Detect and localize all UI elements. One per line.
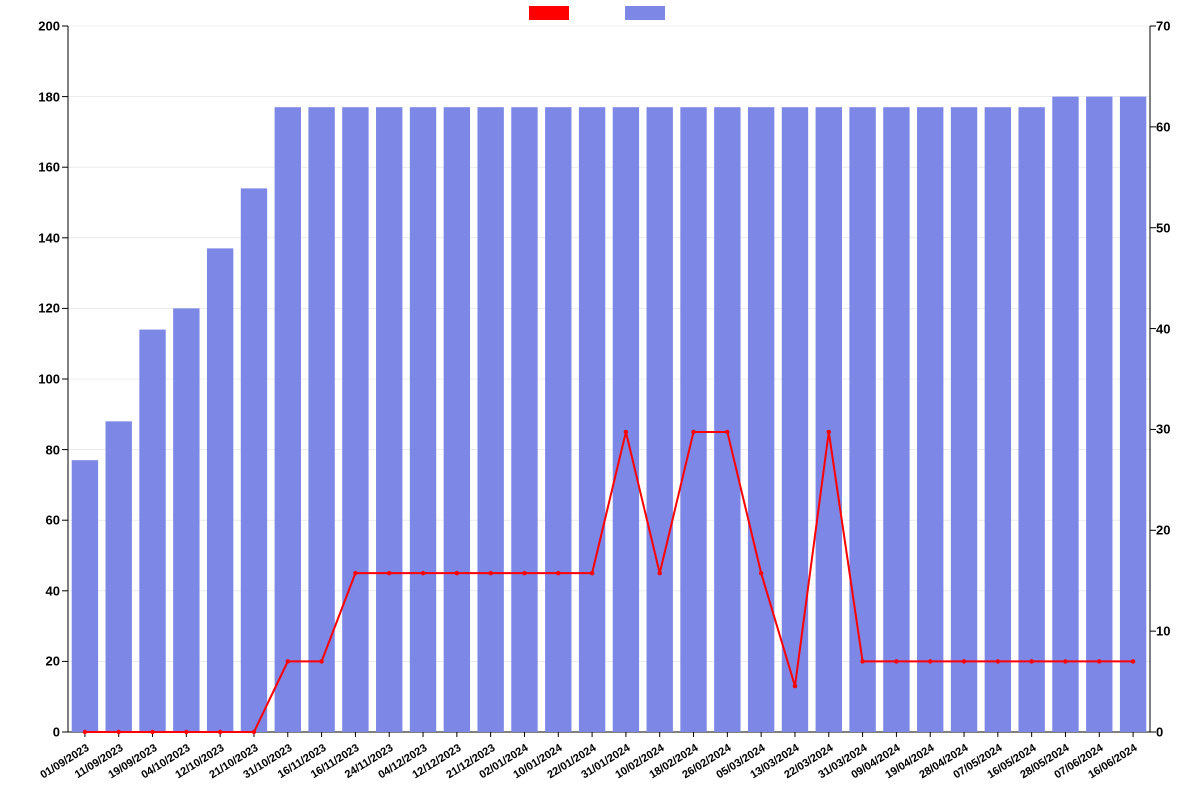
line-marker	[218, 730, 222, 734]
y-left-tick-label: 100	[30, 372, 60, 387]
y-right-tick-label: 0	[1156, 725, 1186, 740]
line-marker	[150, 730, 154, 734]
y-left-tick-label: 0	[30, 725, 60, 740]
x-axis-labels: 01/09/202311/09/202319/09/202304/10/2023…	[68, 736, 1150, 800]
bar	[782, 107, 808, 732]
bar	[72, 460, 98, 732]
line-marker	[421, 571, 425, 575]
bar	[917, 107, 943, 732]
bar	[985, 107, 1011, 732]
line-marker	[894, 659, 898, 663]
bar	[883, 107, 909, 732]
line-marker	[83, 730, 87, 734]
bar	[511, 107, 537, 732]
legend	[529, 6, 671, 20]
y-left-tick-label: 60	[30, 513, 60, 528]
line-marker	[759, 571, 763, 575]
line-marker	[996, 659, 1000, 663]
line-marker	[184, 730, 188, 734]
line-marker	[827, 430, 831, 434]
y-left-tick-label: 200	[30, 19, 60, 34]
bar	[241, 188, 267, 732]
bar	[1052, 97, 1078, 732]
legend-swatch-line	[529, 6, 569, 20]
y-right-tick-label: 40	[1156, 321, 1186, 336]
y-right-tick-label: 60	[1156, 119, 1186, 134]
bar	[477, 107, 503, 732]
y-right-tick-label: 20	[1156, 523, 1186, 538]
line-marker	[387, 571, 391, 575]
bar	[444, 107, 470, 732]
bar	[849, 107, 875, 732]
y-right-tick-label: 10	[1156, 624, 1186, 639]
line-marker	[1063, 659, 1067, 663]
bar	[545, 107, 571, 732]
y-right-tick-label: 50	[1156, 220, 1186, 235]
legend-swatch-bar	[625, 6, 665, 20]
y-left-tick-label: 180	[30, 89, 60, 104]
bar	[579, 107, 605, 732]
line-marker	[353, 571, 357, 575]
bar	[647, 107, 673, 732]
legend-item-line	[529, 6, 575, 20]
line-marker	[455, 571, 459, 575]
chart-svg	[68, 26, 1150, 732]
line-marker	[252, 730, 256, 734]
bar	[376, 107, 402, 732]
line-marker	[319, 659, 323, 663]
bar	[714, 107, 740, 732]
line-marker	[286, 659, 290, 663]
bar	[748, 107, 774, 732]
y-left-tick-label: 120	[30, 301, 60, 316]
y-left-tick-label: 40	[30, 583, 60, 598]
line-marker	[658, 571, 662, 575]
bar	[1018, 107, 1044, 732]
line-marker	[556, 571, 560, 575]
y-left-tick-label: 80	[30, 442, 60, 457]
line-marker	[793, 684, 797, 688]
bar	[951, 107, 977, 732]
y-left-tick-label: 160	[30, 160, 60, 175]
line-marker	[691, 430, 695, 434]
y-left-tick-label: 140	[30, 230, 60, 245]
bar	[410, 107, 436, 732]
bar	[1086, 97, 1112, 732]
bar	[207, 248, 233, 732]
bar	[342, 107, 368, 732]
line-marker	[1131, 659, 1135, 663]
bar	[680, 107, 706, 732]
line-marker	[962, 659, 966, 663]
bar	[139, 330, 165, 732]
bar	[1120, 97, 1146, 732]
legend-item-bar	[625, 6, 671, 20]
line-marker	[1029, 659, 1033, 663]
line-marker	[725, 430, 729, 434]
bar	[106, 421, 132, 732]
line-marker	[1097, 659, 1101, 663]
line-marker	[590, 571, 594, 575]
chart-area: 0204060801001201401601802000102030405060…	[68, 26, 1150, 732]
line-marker	[522, 571, 526, 575]
bar	[613, 107, 639, 732]
line-marker	[928, 659, 932, 663]
line-marker	[624, 430, 628, 434]
y-left-tick-label: 20	[30, 654, 60, 669]
y-right-tick-label: 70	[1156, 19, 1186, 34]
line-marker	[488, 571, 492, 575]
bar	[816, 107, 842, 732]
bar	[173, 308, 199, 732]
bar	[275, 107, 301, 732]
line-marker	[117, 730, 121, 734]
line-marker	[860, 659, 864, 663]
y-right-tick-label: 30	[1156, 422, 1186, 437]
